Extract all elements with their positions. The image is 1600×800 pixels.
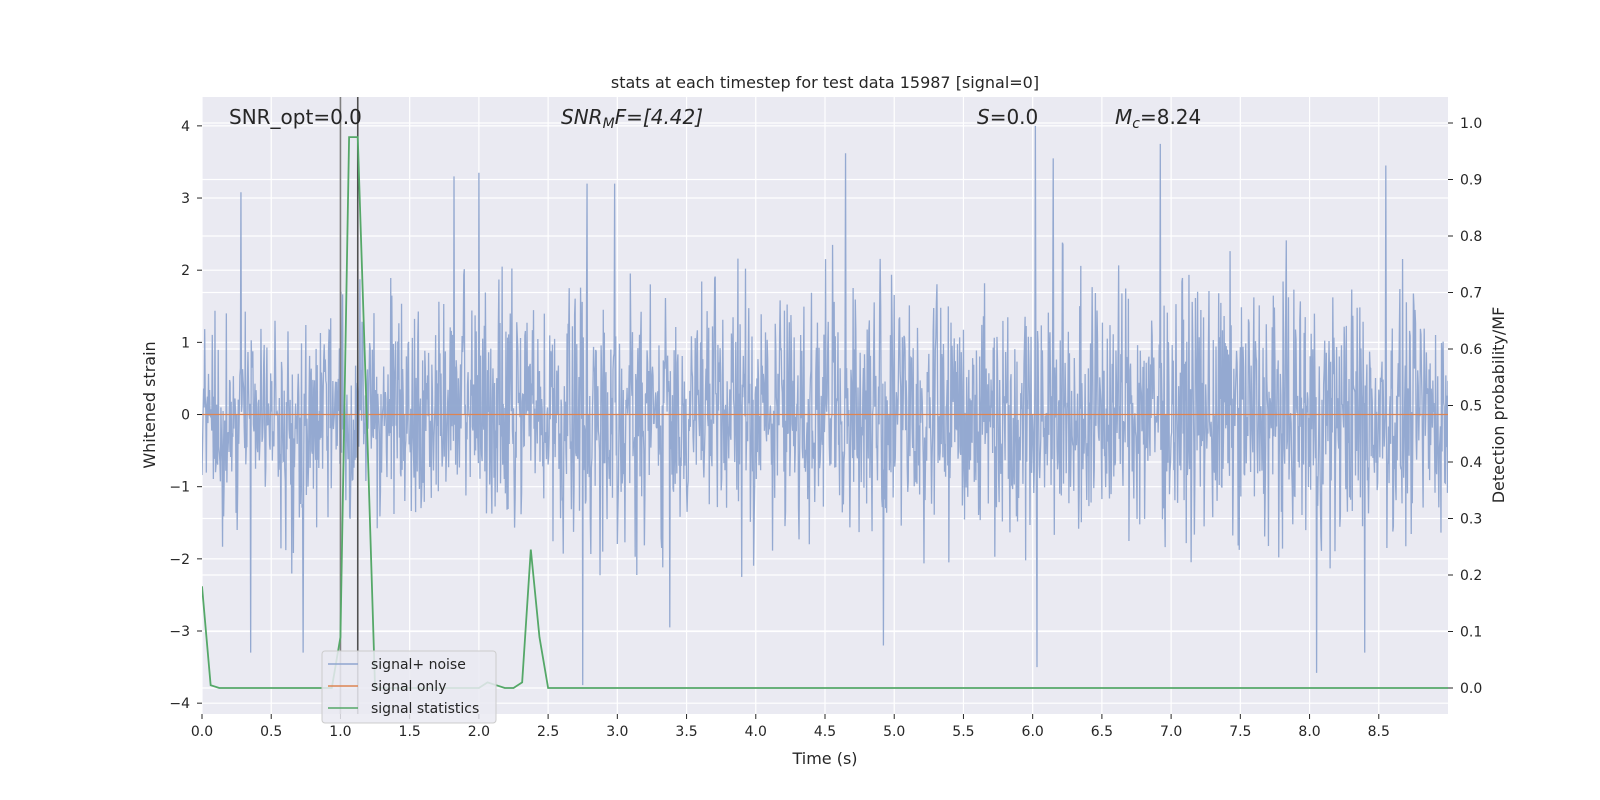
annotation-snr-mf: SNRMF=[4.42] <box>561 105 703 132</box>
x-tick-label-0: 0.0 <box>191 724 213 740</box>
y2-tick-label-4: 0.4 <box>1460 455 1482 471</box>
y2-tick-label-8: 0.8 <box>1460 229 1482 245</box>
snr-mf-rest: F=[4.42] <box>615 105 703 129</box>
y-tick-label-6: 2 <box>181 263 190 279</box>
x-tick-label-2: 1.0 <box>329 724 351 740</box>
y-tick-label-0: −4 <box>169 696 190 712</box>
y2-tick-label-1: 0.1 <box>1460 625 1482 641</box>
annotation-s: S=0.0 <box>977 105 1038 129</box>
mc-rest: =8.24 <box>1140 105 1201 129</box>
y2-tick-label-9: 0.9 <box>1460 172 1482 188</box>
snr-mf-rest-text: F=[4.42] <box>615 105 703 129</box>
x-axis-ticks: 0.0 0.5 1.0 1.5 2.0 2.5 3.0 3.5 4.0 4.5 5.0 5.5 6.0 6… <box>191 714 1390 740</box>
annotation-snr-opt: SNR_opt=0.0 <box>229 105 362 129</box>
legend-label-signal-only: signal only <box>371 679 446 695</box>
y2-tick-label-5: 0.5 <box>1460 399 1482 415</box>
y-tick-label-3: −1 <box>169 480 190 496</box>
y2-tick-label-6: 0.6 <box>1460 342 1482 358</box>
legend: signal+ noise signal only signal statist… <box>321 650 497 724</box>
x-tick-label-1: 0.5 <box>260 724 282 740</box>
chart-title: stats at each timestep for test data 159… <box>611 73 1039 92</box>
x-tick-label-5: 2.5 <box>537 724 559 740</box>
y-tick-label-7: 3 <box>181 191 190 207</box>
x-tick-label-17: 8.5 <box>1368 724 1390 740</box>
x-axis-label: Time (s) <box>791 749 857 768</box>
y-axis-label: Whitened strain <box>140 341 159 468</box>
x-tick-label-15: 7.5 <box>1229 724 1251 740</box>
x-tick-label-3: 1.5 <box>399 724 421 740</box>
signal-noise-line <box>202 125 1448 686</box>
y2-tick-label-7: 0.7 <box>1460 285 1482 301</box>
x-tick-label-14: 7.0 <box>1160 724 1182 740</box>
y2-axis-ticks: 0.0 0.1 0.2 0.3 0.4 0.5 0.6 0.7 0.8 0.9 1.0 <box>1448 116 1482 697</box>
x-tick-label-11: 5.5 <box>952 724 974 740</box>
y2-tick-label-0: 0.0 <box>1460 681 1482 697</box>
x-tick-label-12: 6.0 <box>1022 724 1044 740</box>
x-tick-label-4: 2.0 <box>468 724 490 740</box>
x-tick-label-7: 3.5 <box>675 724 697 740</box>
legend-label-noise: signal+ noise <box>371 657 466 673</box>
x-tick-label-13: 6.5 <box>1091 724 1113 740</box>
legend-label-statistics: signal statistics <box>371 701 479 717</box>
y-tick-label-2: −2 <box>169 552 190 568</box>
mc-main: M <box>1115 105 1132 129</box>
legend-box <box>321 650 497 724</box>
x-tick-label-8: 4.0 <box>745 724 767 740</box>
y2-axis-label: Detection probability/MF <box>1489 307 1508 504</box>
mc-sub: c <box>1132 116 1140 132</box>
x-tick-label-16: 8.0 <box>1298 724 1320 740</box>
y-tick-label-1: −3 <box>169 624 190 640</box>
annotation-mc: Mc=8.24 <box>1115 105 1201 132</box>
snr-mf-main: SNR <box>561 105 603 129</box>
y2-tick-label-3: 0.3 <box>1460 512 1482 528</box>
y-tick-label-5: 1 <box>181 335 190 351</box>
x-tick-label-9: 4.5 <box>814 724 836 740</box>
x-tick-label-6: 3.0 <box>606 724 628 740</box>
snr-mf-sub: M <box>603 116 615 132</box>
y2-tick-label-10: 1.0 <box>1460 116 1482 132</box>
y-axis-ticks: −4 −3 −2 −1 0 1 2 3 4 <box>169 119 202 712</box>
s-main: S <box>977 105 990 129</box>
x-tick-label-10: 5.0 <box>883 724 905 740</box>
s-rest: =0.0 <box>990 105 1039 129</box>
y-tick-label-8: 4 <box>181 119 190 135</box>
y-tick-label-4: 0 <box>181 408 190 424</box>
signal-noise-series <box>202 125 1448 686</box>
y2-tick-label-2: 0.2 <box>1460 568 1482 584</box>
